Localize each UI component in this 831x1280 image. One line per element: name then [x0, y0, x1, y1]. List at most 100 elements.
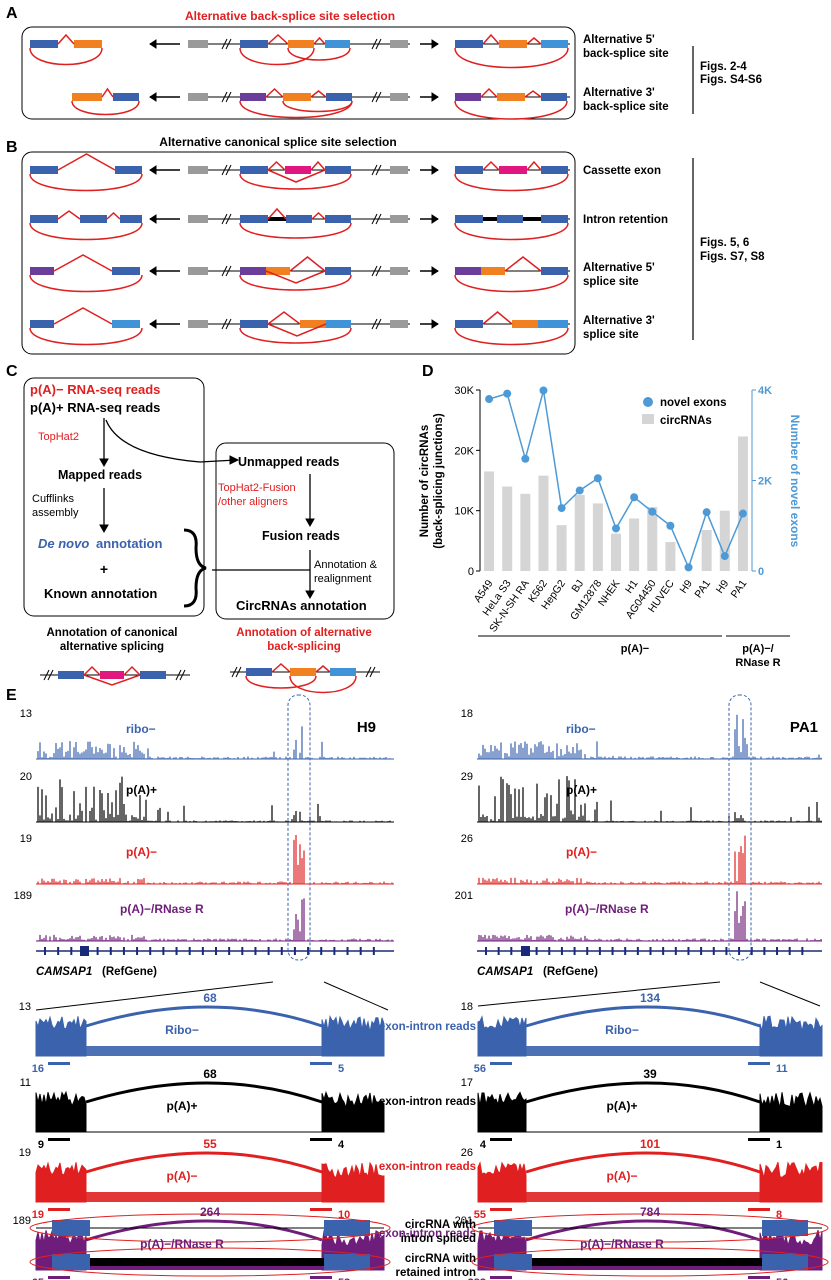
junction-arc — [525, 1005, 761, 1028]
bar-circrnas — [574, 494, 585, 571]
exon-intron-count: 55 — [474, 1209, 486, 1221]
splice-junction — [83, 665, 101, 676]
exon-intron-count: 1 — [776, 1139, 782, 1151]
exon — [512, 320, 538, 328]
exon — [300, 320, 326, 328]
zoom-label: Ribo− — [165, 1023, 199, 1037]
break-mark — [371, 265, 378, 277]
gene-exon — [267, 947, 270, 955]
junction-arc — [525, 1151, 761, 1174]
gene-exon — [573, 947, 576, 955]
exon-intron-bar — [48, 1276, 70, 1279]
gene-exon — [586, 947, 589, 955]
group-label: p(A)−/ — [742, 643, 773, 655]
break-mark — [225, 265, 232, 277]
break-mark — [375, 213, 382, 225]
arrow-head — [149, 266, 157, 276]
left-caption: alternative splicing — [60, 641, 164, 653]
panel-a-box — [21, 26, 576, 120]
circ-loop — [289, 675, 357, 694]
mini-skip — [83, 674, 141, 686]
exon-intron-count: 56 — [474, 1063, 486, 1075]
splice-junction — [524, 90, 542, 98]
exon — [455, 40, 483, 48]
gene-exon — [611, 947, 614, 955]
break-mark — [371, 38, 378, 50]
break-mark — [375, 164, 382, 176]
track-max: 18 — [461, 708, 473, 720]
panel-a-title: Alternative back-splice site selection — [185, 9, 395, 23]
exon — [266, 267, 290, 275]
exon-intron-label: exon-intron reads — [379, 1021, 476, 1033]
gene-exon — [548, 947, 551, 955]
break-mark — [231, 666, 238, 678]
gene-exon — [80, 946, 89, 956]
circ-retained-label: circRNA with — [405, 1253, 476, 1265]
exon-coverage — [321, 1014, 385, 1057]
intron-coverage — [526, 1192, 760, 1202]
y2-tick-label: 2K — [758, 476, 772, 488]
gene-exon — [320, 947, 323, 955]
exon — [30, 320, 54, 328]
exon — [115, 166, 142, 174]
break-mark — [221, 38, 228, 50]
gene-exon — [372, 947, 375, 955]
intron-coverage — [526, 1046, 760, 1056]
exon — [455, 215, 483, 223]
junction-arc — [85, 1151, 323, 1174]
exon — [497, 215, 523, 223]
exon — [246, 668, 272, 676]
point-novel-exons — [684, 563, 693, 572]
exon-intron-bar — [748, 1062, 770, 1065]
exon-coverage — [35, 1090, 87, 1133]
circ-outline — [471, 1213, 829, 1243]
exon — [188, 320, 208, 328]
exon-intron-label: exon-intron reads — [379, 1096, 476, 1108]
y-tick-label: 0 — [468, 566, 474, 578]
alt-junction — [265, 270, 326, 284]
pa-plus-reads: p(A)+ RNA-seq reads — [30, 400, 160, 415]
circ-loop — [454, 100, 568, 120]
splice-junction — [271, 662, 291, 673]
break-mark — [47, 669, 54, 681]
exon — [188, 267, 208, 275]
circ-exon — [52, 1220, 90, 1236]
exon — [80, 215, 107, 223]
circ-loop — [29, 173, 143, 192]
exon — [455, 93, 481, 101]
break-mark — [375, 318, 382, 330]
exon — [30, 40, 58, 48]
exon-intron-label: exon-intron reads — [379, 1228, 476, 1240]
circ-spliced-label: circRNA with — [405, 1219, 476, 1231]
splice-junction — [123, 665, 141, 676]
splice-junction — [311, 211, 326, 220]
coverage-track — [478, 714, 822, 759]
row1-label: Alternative 5' — [583, 34, 655, 46]
break-mark — [179, 669, 186, 681]
curly-brace — [183, 528, 207, 608]
junction-count: 264 — [200, 1205, 220, 1219]
point-novel-exons — [593, 474, 602, 483]
cufflinks: assembly — [32, 507, 79, 519]
exon-coverage — [35, 1161, 87, 1203]
junction-count: 134 — [640, 991, 660, 1005]
exon — [499, 166, 527, 174]
break-mark — [43, 669, 50, 681]
x-tick-label: BJ — [569, 578, 586, 595]
arrow-head — [149, 214, 157, 224]
break-mark — [225, 213, 232, 225]
splice-junction — [310, 160, 326, 171]
exon — [390, 93, 408, 101]
exon-intron-bar — [748, 1208, 770, 1211]
zoom-label: p(A)+ — [167, 1099, 198, 1113]
splice-junction — [101, 87, 114, 98]
splice-junction — [482, 33, 500, 45]
arrow-head — [305, 590, 315, 600]
gene-exon — [70, 947, 73, 955]
break-mark — [235, 666, 242, 678]
unmapped-reads: Unmapped reads — [238, 455, 339, 469]
arrow-head — [99, 524, 109, 534]
point-novel-exons — [503, 389, 512, 398]
y-axis-title: (back-splicing junctions) — [433, 413, 445, 549]
exon — [74, 40, 102, 48]
